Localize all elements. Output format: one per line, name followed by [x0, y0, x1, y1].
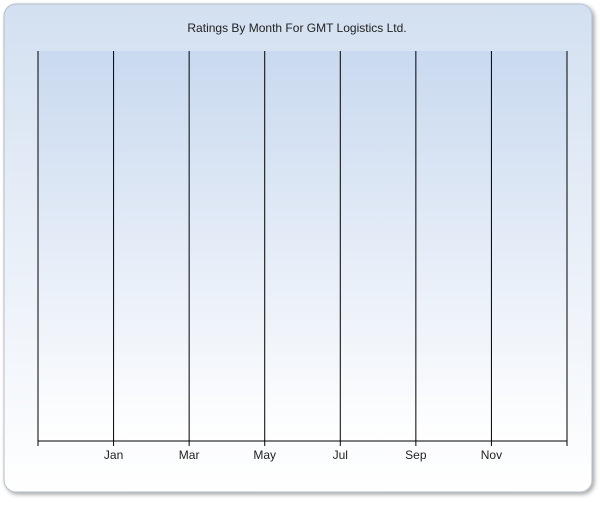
chart-title: Ratings By Month For GMT Logistics Ltd. — [187, 21, 406, 35]
x-tick-label: Nov — [481, 448, 502, 462]
x-tick-label: Sep — [405, 448, 427, 462]
x-tick-label: Jan — [104, 448, 123, 462]
x-tick-label: Jul — [333, 448, 348, 462]
x-tick-label: May — [253, 448, 276, 462]
plot-area — [38, 51, 567, 441]
x-tick-label: Mar — [179, 448, 200, 462]
